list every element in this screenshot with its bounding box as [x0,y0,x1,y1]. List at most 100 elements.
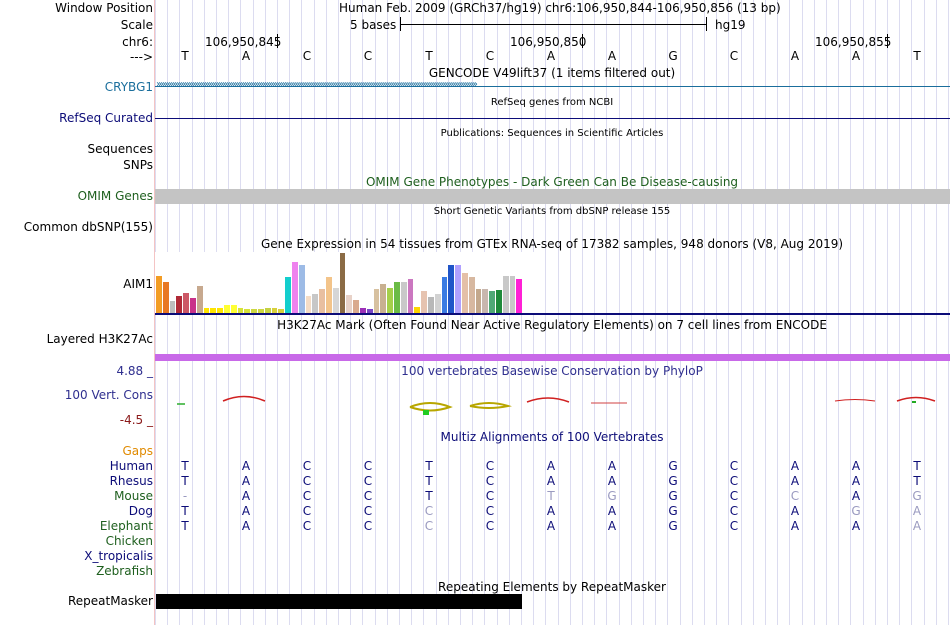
gtex-bar[interactable] [516,279,523,313]
gtex-bar[interactable] [271,308,278,313]
omim-feature-bar[interactable] [155,189,950,204]
repeat-title[interactable]: Repeating Elements by RepeatMasker [438,580,666,594]
gencode-gene-line[interactable] [155,86,950,87]
aligned-base: T [913,459,921,473]
gtex-bar[interactable] [176,296,183,313]
aligned-base: A [546,504,556,518]
gencode-label[interactable]: CRYBG1 [104,80,153,94]
gtex-bar[interactable] [258,309,264,313]
gtex-bar[interactable] [448,265,455,313]
gtex-bar[interactable] [509,275,516,313]
gtex-bar[interactable] [224,304,230,313]
refseq-label[interactable]: RefSeq Curated [59,111,153,125]
gtex-bar[interactable] [441,277,448,313]
species-label[interactable]: Dog [128,504,153,518]
gtex-bar[interactable] [414,307,421,313]
gtex-bar[interactable] [278,309,285,313]
gtex-bar[interactable] [162,281,169,313]
gtex-bar[interactable] [502,275,509,313]
gtex-bar[interactable] [210,308,217,313]
gtex-title[interactable]: Gene Expression in 54 tissues from GTEx … [260,237,844,251]
grid-line [911,0,913,625]
gtex-bar[interactable] [319,289,325,313]
gtex-bar[interactable] [339,253,346,313]
gtex-bar[interactable] [387,287,393,313]
gtex-bar[interactable] [394,281,400,313]
gtex-bar[interactable] [326,277,332,313]
aligned-base: C [485,474,495,488]
refseq-title[interactable]: RefSeq genes from NCBI [490,97,614,108]
gtex-bar[interactable] [455,265,461,313]
gtex-label[interactable]: AIM1 [123,277,153,291]
gtex-bar[interactable] [190,298,196,313]
gtex-bar[interactable] [380,284,387,313]
gtex-bar[interactable] [366,309,373,313]
gtex-bar[interactable] [346,295,353,313]
gtex-bar[interactable] [434,293,441,313]
grid-line [691,0,693,625]
gaps-label[interactable]: Gaps [122,444,153,458]
gtex-bar[interactable] [489,291,495,313]
snps-label[interactable]: SNPs [123,158,153,172]
repeat-element-bar[interactable] [156,594,522,609]
gtex-bar[interactable] [400,281,407,313]
gtex-bar[interactable] [251,309,257,313]
gtex-bar[interactable] [353,299,359,313]
aligned-base: T [181,474,189,488]
gtex-bar[interactable] [332,287,339,313]
gtex-bar[interactable] [203,308,210,313]
gtex-bar[interactable] [292,262,298,313]
gtex-bar[interactable] [407,279,414,313]
species-label[interactable]: Chicken [105,534,153,548]
gtex-bar[interactable] [196,286,203,313]
phylop-label[interactable]: 100 Vert. Cons [64,388,153,402]
dbsnp-title[interactable]: Short Genetic Variants from dbSNP releas… [433,206,671,217]
species-label[interactable]: Human [109,459,153,473]
species-label[interactable]: Rhesus [109,474,153,488]
refseq-gene-line[interactable] [155,118,950,119]
gtex-bar[interactable] [237,308,244,313]
gtex-bar[interactable] [183,292,189,313]
sequences-label[interactable]: Sequences [87,142,153,156]
multiz-title[interactable]: Multiz Alignments of 100 Vertebrates [440,430,664,444]
gtex-bar[interactable] [475,289,482,313]
gtex-bar[interactable] [169,301,176,313]
gtex-bar[interactable] [360,308,366,313]
species-label[interactable]: Mouse [114,489,153,503]
gtex-bar[interactable] [468,277,475,313]
base-letter: C [302,49,312,63]
gencode-title[interactable]: GENCODE V49lift37 (1 items filtered out) [428,66,676,80]
gtex-bar[interactable] [312,293,319,313]
gtex-bar[interactable] [285,277,291,313]
h3k27ac-title[interactable]: H3K27Ac Mark (Often Found Near Active Re… [277,318,827,332]
dbsnp-label[interactable]: Common dbSNP(155) [23,220,153,234]
species-label[interactable]: Elephant [99,519,153,533]
gtex-bar[interactable] [305,296,312,313]
h3k27ac-label[interactable]: Layered H3K27Ac [46,332,153,346]
publications-title[interactable]: Publications: Sequences in Scientific Ar… [440,128,664,139]
gtex-bar[interactable] [373,289,380,313]
gtex-bar[interactable] [217,308,223,313]
gtex-bar[interactable] [482,289,489,313]
base-letter: A [241,49,251,63]
scale-bar [400,24,706,25]
phylop-wiggle[interactable] [155,392,950,418]
species-label[interactable]: X_tropicalis [84,549,153,563]
species-label[interactable]: Zebrafish [96,564,153,578]
gtex-bar[interactable] [496,290,502,313]
repeat-label[interactable]: RepeatMasker [67,594,153,608]
gtex-bar[interactable] [462,273,468,313]
grid-line [765,0,766,625]
gtex-bar[interactable] [230,304,237,313]
omim-title[interactable]: OMIM Gene Phenotypes - Dark Green Can Be… [365,175,739,189]
omim-label[interactable]: OMIM Genes [77,189,153,203]
h3k27ac-signal-bar[interactable] [155,354,950,361]
phylop-title[interactable]: 100 vertebrates Basewise Conservation by… [401,364,703,378]
gtex-bar[interactable] [264,308,271,313]
gtex-bar[interactable] [421,291,427,313]
gtex-bar-chart[interactable] [155,252,535,313]
gtex-bar[interactable] [244,309,251,313]
gtex-bar[interactable] [156,275,162,313]
gtex-bar[interactable] [298,265,305,313]
gtex-bar[interactable] [428,297,434,313]
